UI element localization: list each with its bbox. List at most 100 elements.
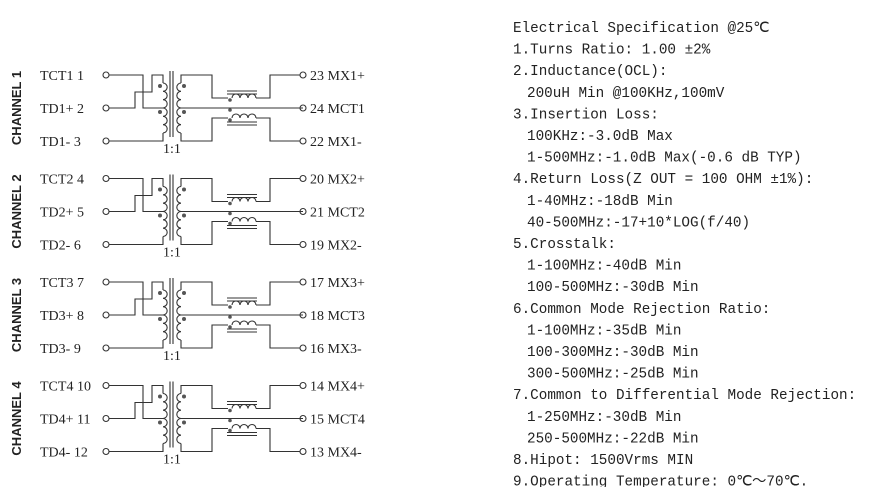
- pin-terminal: [102, 207, 110, 216]
- pin-terminal: [102, 344, 110, 352]
- spec-line: 1-100MHz:-35dB Min: [527, 323, 681, 339]
- wire: [256, 324, 300, 349]
- turns-ratio-label: 1:1: [163, 453, 181, 468]
- spec-line: 1-250MHz:-30dB Min: [527, 410, 681, 426]
- spec-line: 100-500MHz:-30dB Min: [527, 280, 699, 296]
- right-pin-label: 18 MCT3: [310, 309, 365, 324]
- left-pin-label: TD3+ 8: [40, 309, 84, 324]
- right-pin-label: 23 MX1+: [310, 69, 365, 84]
- wire: [180, 281, 228, 306]
- left-pin-label: TD1- 3: [40, 135, 81, 150]
- wire: [180, 324, 228, 349]
- pin-terminal: [299, 447, 307, 456]
- polarity-dot: [182, 394, 186, 399]
- polarity-dot: [228, 98, 232, 102]
- spec-line: 1-40MHz:-18dB Min: [527, 194, 673, 210]
- right-pin-label: 17 MX3+: [310, 276, 365, 291]
- polarity-dot: [158, 110, 162, 114]
- spec-line: 100-300MHz:-30dB Min: [527, 345, 699, 361]
- turns-ratio-label: 1:1: [163, 142, 181, 157]
- wire: [180, 74, 228, 99]
- polarity-dot: [158, 84, 162, 88]
- pin-terminal: [102, 240, 110, 249]
- spec-line: 40-500MHz:-17+10*LOG(f/40): [527, 215, 750, 231]
- polarity-dot: [228, 315, 232, 319]
- polarity-dot: [182, 187, 186, 192]
- right-pin-label: 20 MX2+: [310, 173, 365, 188]
- secondary-coil: [176, 392, 182, 445]
- electrical-specification: Electrical Specification @25℃ 1.Turns Rat…: [513, 21, 856, 487]
- pin-terminal: [299, 344, 307, 352]
- channel-label: CHANNEL 3: [9, 278, 24, 352]
- polarity-dot: [182, 110, 186, 114]
- polarity-dot: [182, 291, 186, 295]
- choke-coil: [231, 196, 257, 202]
- choke-coil: [231, 113, 257, 119]
- wire: [109, 443, 164, 453]
- spec-line: 300-500MHz:-25dB Min: [527, 367, 699, 383]
- pin-terminal: [102, 71, 110, 79]
- left-pin-label: TCT3 7: [40, 276, 84, 291]
- polarity-dot: [182, 84, 186, 88]
- right-pin-label: 24 MCT1: [310, 102, 365, 117]
- right-pin-label: 19 MX2-: [310, 239, 362, 254]
- wire: [256, 177, 300, 203]
- wire: [109, 340, 164, 349]
- polarity-dot: [228, 211, 232, 216]
- secondary-coil: [176, 82, 182, 134]
- right-pin-label: 22 MX1-: [310, 135, 362, 150]
- polarity-dot: [158, 187, 162, 192]
- choke-coil: [231, 403, 257, 409]
- spec-line: 2.Inductance(OCL):: [513, 64, 667, 80]
- channel-4: CHANNEL 4 TCT4 10 TD4+ 11 TD4- 12 14 MX4+ 15 …: [9, 380, 365, 468]
- wire: [109, 177, 164, 213]
- left-pin-label: TCT4 10: [40, 380, 91, 395]
- polarity-dot: [228, 325, 232, 329]
- wire: [180, 177, 228, 203]
- spec-title: Electrical Specification @25℃: [513, 21, 769, 37]
- spec-line: 100KHz:-3.0dB Max: [527, 129, 673, 145]
- right-pin-label: 13 MX4-: [310, 446, 362, 461]
- choke-coil: [231, 423, 257, 429]
- wire: [109, 384, 164, 420]
- secondary-coil: [176, 185, 182, 238]
- polarity-dot: [228, 201, 232, 206]
- channel-label: CHANNEL 1: [9, 71, 24, 145]
- polarity-dot: [158, 420, 162, 425]
- spec-line: 1.Turns Ratio: 1.00 ±2%: [513, 43, 711, 59]
- polarity-dot: [182, 420, 186, 425]
- choke-coil: [231, 300, 257, 306]
- pin-terminal: [299, 381, 307, 390]
- right-pin-label: 14 MX4+: [310, 380, 365, 395]
- wire: [256, 427, 300, 453]
- polarity-dot: [228, 428, 232, 433]
- wire: [180, 384, 228, 410]
- left-pin-label: TD1+ 2: [40, 102, 84, 117]
- spec-line: 1-100MHz:-40dB Min: [527, 259, 681, 275]
- pin-terminal: [102, 381, 110, 390]
- primary-coil: [162, 392, 168, 445]
- pin-terminal: [299, 240, 307, 249]
- spec-line: 5.Crosstalk:: [513, 237, 616, 253]
- pin-terminal: [102, 174, 110, 183]
- polarity-dot: [228, 418, 232, 423]
- secondary-coil: [176, 289, 182, 341]
- primary-coil: [162, 185, 168, 238]
- pin-terminal: [299, 137, 307, 145]
- primary-coil: [162, 82, 168, 134]
- polarity-dot: [228, 221, 232, 226]
- spec-line: 1-500MHz:-1.0dB Max(-0.6 dB TYP): [527, 151, 802, 167]
- wire: [109, 133, 164, 142]
- wire: [256, 281, 300, 306]
- wire: [180, 220, 228, 246]
- transformer-core: [169, 71, 174, 137]
- wire: [256, 220, 300, 246]
- wire: [109, 74, 164, 109]
- polarity-dot: [182, 213, 186, 218]
- right-pin-label: 15 MCT4: [310, 413, 365, 428]
- pin-terminal: [299, 278, 307, 286]
- spec-line: 8.Hipot: 1500Vrms MIN: [513, 453, 693, 469]
- polarity-dot: [158, 394, 162, 399]
- choke-coil: [231, 93, 257, 99]
